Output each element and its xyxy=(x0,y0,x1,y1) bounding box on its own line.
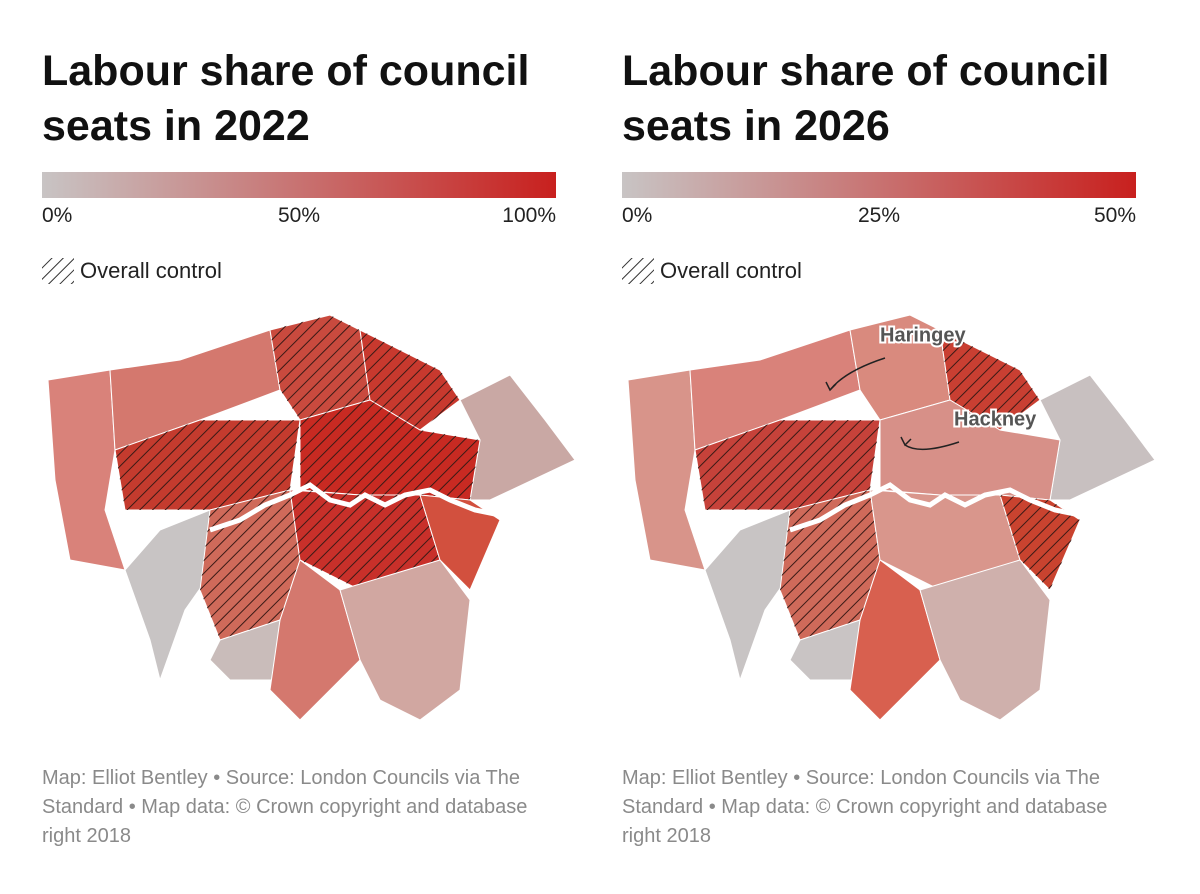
hatch-legend: Overall control xyxy=(42,256,222,286)
annotation-label: Hackney xyxy=(954,408,1037,430)
hatch-box xyxy=(622,258,654,284)
hatch-legend-label: Overall control xyxy=(80,258,222,283)
map xyxy=(47,314,576,721)
map: Haringey Hackney xyxy=(627,314,1156,721)
river-thames xyxy=(789,482,1081,533)
arrow-head xyxy=(825,381,837,392)
annotation-arrow xyxy=(904,441,960,451)
borough xyxy=(919,559,1051,721)
borough-hatch xyxy=(270,315,370,420)
annotation-label: Haringey xyxy=(880,324,966,346)
scale-tick-label: 50% xyxy=(1093,204,1136,227)
hatch-swatch xyxy=(42,258,74,284)
credit: Map: Elliot Bentley • Source: London Cou… xyxy=(622,767,1108,847)
borough xyxy=(339,559,471,721)
borough xyxy=(1039,374,1156,501)
borough xyxy=(459,374,576,501)
borough-hatch xyxy=(695,420,880,510)
hatch-legend-label: Overall control xyxy=(660,258,802,283)
borough xyxy=(419,494,501,591)
scale-tick-label: 100% xyxy=(502,204,556,227)
panel-title: Labour share of council seats in 2022 xyxy=(42,47,530,150)
panel: Labour share of council seats in 2022 0% 5… xyxy=(42,0,622,894)
credit: Map: Elliot Bentley • Source: London Cou… xyxy=(42,767,528,847)
borough-hatch xyxy=(1000,495,1080,590)
arrow-head xyxy=(900,436,912,447)
panel-title: Labour share of council seats in 2026 xyxy=(622,47,1110,150)
river-thames xyxy=(209,482,501,533)
panel: Labour share of council seats in 2026 0% 2… xyxy=(622,0,1200,894)
borough-hatch xyxy=(940,330,1040,430)
color-scale xyxy=(42,172,556,198)
hatch-box xyxy=(42,258,74,284)
scale-tick-label: 50% xyxy=(277,204,321,227)
scale-tick-label: 0% xyxy=(42,204,73,227)
borough xyxy=(789,619,871,681)
color-scale xyxy=(622,172,1136,198)
scale-tick-label: 25% xyxy=(857,204,901,227)
scale-tick-label: 0% xyxy=(622,204,653,227)
borough-hatch xyxy=(115,420,300,510)
borough-hatch xyxy=(360,330,460,430)
borough-hatch xyxy=(300,400,480,500)
hatch-swatch xyxy=(622,258,654,284)
borough xyxy=(209,619,291,681)
borough-hatch xyxy=(290,490,440,590)
hatch-legend: Overall control xyxy=(622,256,802,286)
